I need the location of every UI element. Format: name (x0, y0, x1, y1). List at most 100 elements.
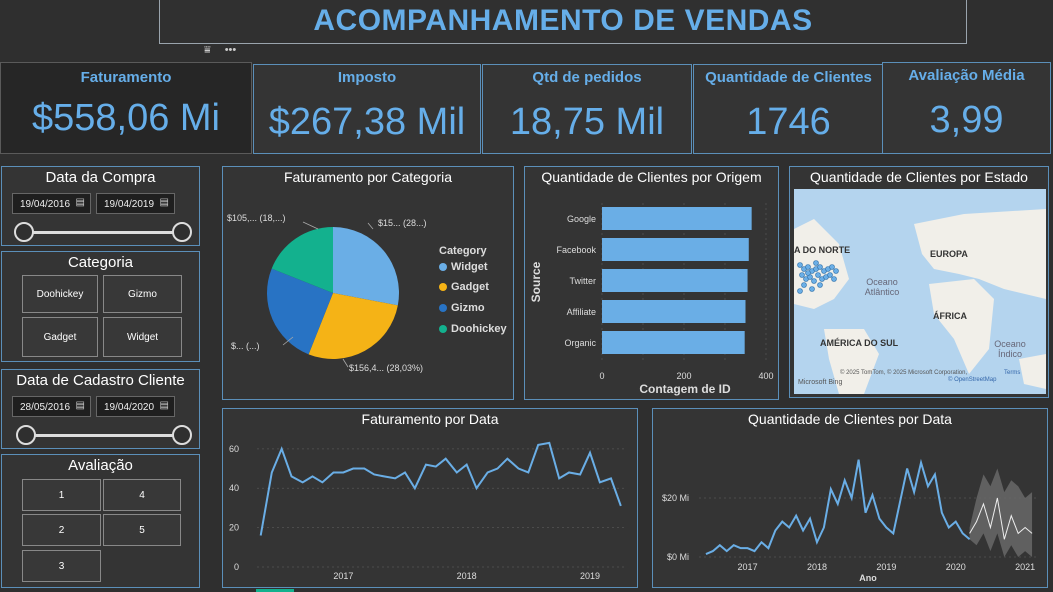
slider-end-handle[interactable] (172, 222, 192, 242)
legend-label: Gadget (451, 281, 489, 293)
map-bubble (833, 268, 839, 274)
kpi-value: 18,75 Mil (509, 101, 665, 143)
date-slider-track[interactable] (22, 434, 182, 437)
calendar-icon[interactable]: ▤ (159, 197, 169, 208)
leader-line (342, 358, 349, 368)
map-terms-link[interactable]: Terms (1004, 370, 1021, 376)
date-end-input[interactable]: 19/04/2019 ▤ (96, 193, 175, 214)
map-bubble (817, 282, 823, 288)
series-line (705, 458, 971, 555)
map-bubble (799, 272, 805, 278)
x-tick-label: 400 (758, 371, 773, 381)
filter-icon[interactable]: ⩸ (204, 44, 211, 56)
categoria-option[interactable]: Gadget (22, 317, 98, 357)
bar (602, 269, 748, 292)
map-bubble (797, 288, 803, 294)
avaliacao-option[interactable]: 3 (22, 550, 101, 582)
map-bubble (817, 264, 823, 270)
x-tick-label: 2020 (946, 562, 966, 572)
x-axis-label: Ano (859, 573, 877, 583)
y-tick-label: $0 Mi (667, 552, 689, 562)
x-tick-label: 2018 (457, 571, 477, 581)
x-tick-label: 2019 (876, 562, 896, 572)
pie-chart[interactable] (223, 167, 513, 399)
filter-title: Data da Compra (45, 169, 156, 186)
filter-data-cadastro: Data de Cadastro Cliente 28/05/2016 ▤ 19… (1, 369, 200, 449)
bing-logo: Microsoft Bing (798, 379, 843, 386)
bar-chart[interactable]: Google Facebook Twitter Affiliate Organic 0 20… (525, 167, 778, 399)
map-canvas[interactable]: A DO NORTE EUROPA Oceano Atlântico ÁFRIC… (794, 189, 1046, 394)
legend-item-gizmo[interactable]: Gizmo (439, 302, 485, 314)
categoria-option[interactable]: Gizmo (103, 275, 182, 313)
legend-dot (439, 325, 447, 333)
map-bubble (813, 260, 819, 266)
legend-label: Widget (451, 261, 488, 273)
kpi-label: Qtd de pedidos (532, 69, 642, 86)
date-end-input[interactable]: 19/04/2020 ▤ (96, 396, 175, 417)
y-tick-label: 20 (229, 523, 239, 533)
categoria-option[interactable]: Doohickey (22, 275, 98, 313)
map-bubbles[interactable] (794, 189, 854, 299)
bar-category-label: Affiliate (567, 307, 596, 317)
legend-title: Category (439, 245, 487, 257)
avaliacao-option[interactable]: 1 (22, 479, 101, 511)
x-tick-label: 200 (676, 371, 691, 381)
date-start-value: 28/05/2016 (20, 402, 71, 413)
slider-start-handle[interactable] (14, 222, 34, 242)
map-label: Oceano Atlântico (864, 277, 900, 297)
date-slider-track[interactable] (22, 231, 182, 234)
avaliacao-option[interactable]: 5 (103, 514, 181, 546)
line-chart-faturamento[interactable]: 0 20 40 60 2017 2018 2019 (223, 409, 637, 587)
legend-label: Gizmo (451, 302, 485, 314)
kpi-value: 3,99 (929, 99, 1004, 141)
map-label: EUROPA (930, 249, 968, 259)
legend-label: Doohickey (451, 323, 507, 335)
pie-label: $15... (28...) (378, 218, 427, 228)
kpi-label: Imposto (337, 69, 397, 86)
calendar-icon[interactable]: ▤ (75, 197, 85, 208)
bar-chart-panel: Quantidade de Clientes por Origem Google… (524, 166, 779, 400)
map-land (794, 209, 1046, 394)
pie-slice (267, 268, 333, 355)
avaliacao-option[interactable]: 2 (22, 514, 101, 546)
map-bubble (831, 276, 837, 282)
pie-slice (308, 293, 398, 359)
legend-item-gadget[interactable]: Gadget (439, 281, 489, 293)
categoria-option[interactable]: Widget (103, 317, 182, 357)
page-tab-indicator[interactable] (256, 589, 294, 592)
leader-line (367, 222, 374, 230)
calendar-icon[interactable]: ▤ (159, 400, 169, 411)
kpi-value: $558,06 Mi (31, 97, 220, 139)
series-line (259, 441, 622, 536)
kpi-imposto: Imposto $267,38 Mil (253, 64, 481, 154)
slider-start-handle[interactable] (16, 425, 36, 445)
map-panel: Quantidade de Clientes por Estado A DO N… (789, 166, 1049, 398)
chart-title: Faturamento por Categoria (283, 169, 453, 185)
bar (602, 238, 749, 261)
map-attribution-osm[interactable]: © OpenStreetMap (948, 377, 997, 383)
slider-end-handle[interactable] (172, 425, 192, 445)
bar-category-label: Facebook (556, 245, 596, 255)
map-label: Oceano Índico (994, 339, 1026, 359)
legend-item-widget[interactable]: Widget (439, 261, 488, 273)
chart-title: Faturamento por Data (361, 411, 499, 427)
visual-toolbar: ⩸ ••• (204, 44, 236, 57)
map-bubble (801, 282, 807, 288)
legend-dot (439, 283, 447, 291)
date-start-input[interactable]: 19/04/2016 ▤ (12, 193, 91, 214)
kpi-avaliacao-media: Avaliação Média 3,99 (882, 62, 1051, 154)
y-tick-label: 40 (229, 483, 239, 493)
date-start-input[interactable]: 28/05/2016 ▤ (12, 396, 91, 417)
legend-item-doohickey[interactable]: Doohickey (439, 323, 507, 335)
line-chart-clientes[interactable]: $0 Mi $20 Mi 2017 2018 2019 2020 2021 Ano (653, 409, 1047, 587)
kpi-qtd-pedidos: Qtd de pedidos 18,75 Mil (482, 64, 692, 154)
kpi-label: Quantidade de Clientes (705, 69, 872, 86)
map-attribution: © 2025 TomTom, © 2025 Microsoft Corporat… (840, 370, 968, 376)
calendar-icon[interactable]: ▤ (75, 400, 85, 411)
chart-title: Quantidade de Clientes por Data (748, 411, 952, 427)
chart-title: Quantidade de Clientes por Origem (541, 169, 762, 185)
leader-line (302, 221, 319, 230)
avaliacao-option[interactable]: 4 (103, 479, 181, 511)
more-options-icon[interactable]: ••• (224, 44, 237, 56)
date-start-value: 19/04/2016 (20, 199, 71, 210)
